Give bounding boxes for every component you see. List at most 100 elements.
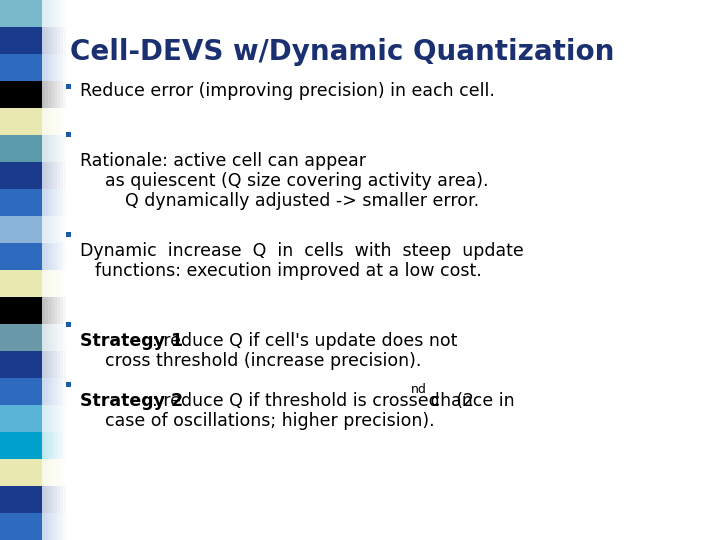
Bar xyxy=(57,378,60,405)
Bar xyxy=(57,108,60,135)
Bar xyxy=(0,216,42,243)
Bar xyxy=(60,432,63,459)
Bar xyxy=(48,243,51,270)
Bar xyxy=(63,486,66,513)
Bar xyxy=(60,270,63,297)
Bar xyxy=(57,351,60,378)
Text: chance in: chance in xyxy=(425,392,515,410)
Bar xyxy=(60,405,63,432)
Bar xyxy=(51,162,54,189)
Bar xyxy=(63,459,66,486)
Bar xyxy=(42,189,45,216)
Bar xyxy=(57,297,60,324)
Bar xyxy=(57,216,60,243)
Bar xyxy=(45,270,48,297)
Bar xyxy=(60,162,63,189)
Bar xyxy=(48,432,51,459)
Bar xyxy=(63,162,66,189)
Bar xyxy=(0,297,42,324)
Bar xyxy=(42,405,45,432)
Bar xyxy=(54,513,57,540)
Bar xyxy=(42,81,45,108)
Bar xyxy=(54,216,57,243)
Text: functions: execution improved at a low cost.: functions: execution improved at a low c… xyxy=(95,262,482,280)
Text: : reduce Q if cell's update does not: : reduce Q if cell's update does not xyxy=(152,332,457,350)
Bar xyxy=(66,132,71,137)
Bar xyxy=(0,243,42,270)
Bar xyxy=(54,135,57,162)
Bar xyxy=(51,27,54,54)
Bar xyxy=(42,324,45,351)
Bar xyxy=(60,243,63,270)
Bar xyxy=(51,135,54,162)
Bar xyxy=(54,189,57,216)
Bar xyxy=(54,459,57,486)
Bar xyxy=(54,81,57,108)
Bar xyxy=(54,378,57,405)
Bar xyxy=(48,351,51,378)
Bar xyxy=(45,108,48,135)
Bar xyxy=(48,513,51,540)
Bar xyxy=(57,513,60,540)
Text: cross threshold (increase precision).: cross threshold (increase precision). xyxy=(105,352,421,370)
Bar xyxy=(45,513,48,540)
Bar xyxy=(54,0,57,27)
Bar xyxy=(51,81,54,108)
Bar xyxy=(54,243,57,270)
Bar xyxy=(63,135,66,162)
Text: Cell-DEVS w/Dynamic Quantization: Cell-DEVS w/Dynamic Quantization xyxy=(70,38,614,66)
Bar xyxy=(45,243,48,270)
Bar xyxy=(60,0,63,27)
Bar xyxy=(45,378,48,405)
Bar xyxy=(48,108,51,135)
Bar xyxy=(60,513,63,540)
Bar xyxy=(0,351,42,378)
Bar xyxy=(48,81,51,108)
Bar xyxy=(51,54,54,81)
Bar xyxy=(60,81,63,108)
Bar xyxy=(42,27,45,54)
Bar xyxy=(54,108,57,135)
Bar xyxy=(48,459,51,486)
Bar xyxy=(0,108,42,135)
Bar xyxy=(48,270,51,297)
Bar xyxy=(51,405,54,432)
Bar xyxy=(57,486,60,513)
Text: Dynamic  increase  Q  in  cells  with  steep  update: Dynamic increase Q in cells with steep u… xyxy=(80,242,523,260)
Bar xyxy=(60,351,63,378)
Bar xyxy=(57,432,60,459)
Bar xyxy=(57,27,60,54)
Bar xyxy=(57,189,60,216)
Bar xyxy=(51,243,54,270)
Text: Reduce error (improving precision) in each cell.: Reduce error (improving precision) in ea… xyxy=(80,82,495,100)
Bar xyxy=(0,27,42,54)
Bar xyxy=(45,486,48,513)
Bar xyxy=(42,54,45,81)
Bar xyxy=(54,432,57,459)
Bar xyxy=(0,432,42,459)
Bar xyxy=(51,351,54,378)
Bar xyxy=(45,54,48,81)
Bar xyxy=(60,189,63,216)
Bar xyxy=(51,324,54,351)
Text: Rationale: active cell can appear: Rationale: active cell can appear xyxy=(80,152,366,170)
Bar xyxy=(42,216,45,243)
Bar xyxy=(63,297,66,324)
Bar xyxy=(54,27,57,54)
Text: nd: nd xyxy=(411,383,427,396)
Bar xyxy=(45,189,48,216)
Bar xyxy=(51,0,54,27)
Bar xyxy=(51,486,54,513)
Bar xyxy=(60,108,63,135)
Bar xyxy=(48,27,51,54)
Bar xyxy=(57,81,60,108)
Bar xyxy=(45,216,48,243)
Bar xyxy=(66,232,71,237)
Text: as quiescent (Q size covering activity area).: as quiescent (Q size covering activity a… xyxy=(105,172,488,190)
Bar xyxy=(66,84,71,89)
Bar xyxy=(42,351,45,378)
Bar xyxy=(42,270,45,297)
Bar xyxy=(60,216,63,243)
Bar xyxy=(63,270,66,297)
Bar xyxy=(63,378,66,405)
